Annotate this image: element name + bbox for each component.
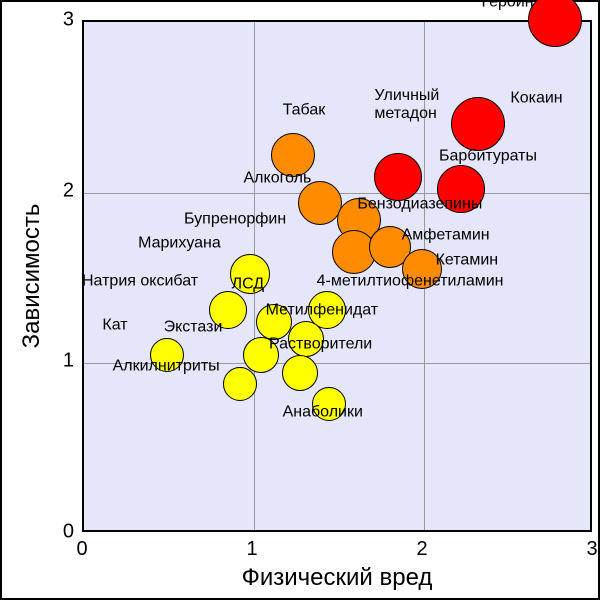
chart-frame: Физический вред Зависимость 0 1 2 3 0 1 2 3 Геро… [0,0,600,600]
data-point-label: Табак [283,101,326,119]
data-point-label: Амфетамин [402,226,490,244]
data-point [374,153,422,201]
x-axis-label: Физический вред [242,564,433,592]
data-point-label: Кетамин [436,252,499,270]
data-point [282,355,318,391]
data-point-label: Героин [482,0,534,11]
data-point-label: Бензодиазепины [357,195,482,213]
data-point-label: Экстази [164,318,223,336]
data-point-label: Уличныйметадон [374,87,439,122]
data-point-label: Бупренорфин [184,211,286,229]
data-point-label: Растворители [269,335,372,353]
data-point-label: Марихуана [138,235,221,253]
y-axis-label: Зависимость [18,204,46,349]
data-point-label: Кокаин [510,89,562,107]
data-point [451,97,505,151]
x-tick-label: 1 [246,538,257,561]
data-point-label: Барбитураты [439,147,537,165]
y-tick-label: 2 [63,179,74,202]
data-point-label: Алкилнитриты [113,357,220,375]
x-tick-label: 0 [76,538,87,561]
y-tick-label: 1 [63,350,74,373]
data-point-label: Метилфенидат [266,301,379,319]
data-point [223,367,257,401]
data-point-label: Натрия оксибат [82,272,198,290]
y-tick-label: 3 [63,9,74,32]
x-tick-label: 2 [416,538,427,561]
x-tick-label: 3 [586,538,597,561]
data-point-label: ЛСД [232,275,265,293]
data-point-label: Анаболики [283,403,363,421]
y-tick-label: 0 [63,521,74,544]
data-point-label: Алкоголь [244,170,312,188]
data-point-label: Кат [102,316,127,334]
data-point-label: 4-метилтиофенетиламин [317,272,504,290]
